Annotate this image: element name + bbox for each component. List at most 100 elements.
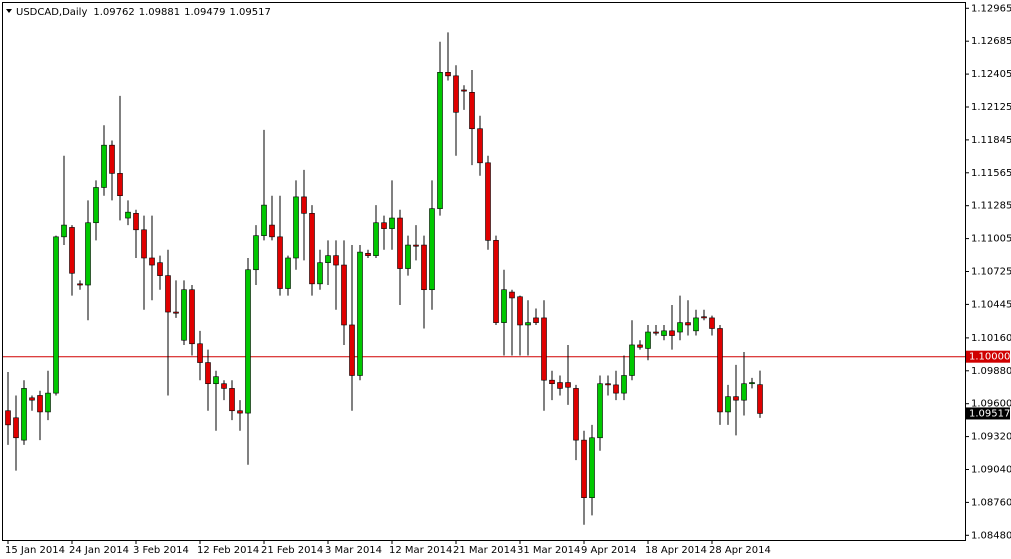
candle-body bbox=[757, 384, 763, 414]
candle-body bbox=[5, 410, 11, 426]
candle-body bbox=[149, 257, 155, 266]
level-label-box bbox=[966, 350, 1010, 363]
candle-body bbox=[85, 222, 91, 286]
candle-body bbox=[325, 255, 331, 263]
candle-body bbox=[541, 317, 547, 381]
y-tick-label: 1.11005 bbox=[971, 234, 1011, 245]
y-tick-label: 1.09880 bbox=[971, 366, 1011, 377]
candle-body bbox=[477, 128, 483, 164]
candle-body bbox=[533, 317, 539, 323]
candle-body bbox=[29, 397, 35, 401]
candle-body bbox=[693, 317, 699, 332]
candle-body bbox=[645, 331, 651, 349]
candle-body bbox=[317, 262, 323, 285]
candle-body bbox=[725, 396, 731, 413]
candle-body bbox=[245, 269, 251, 414]
candle-body bbox=[677, 322, 683, 333]
price-label-box bbox=[966, 407, 1010, 420]
candle-body bbox=[157, 262, 163, 276]
level-label: 1.10000 bbox=[969, 352, 1010, 363]
x-tick-label: 18 Apr 2014 bbox=[645, 545, 707, 556]
candle-body bbox=[253, 235, 259, 271]
candle-body bbox=[117, 173, 123, 197]
candle-body bbox=[69, 227, 75, 274]
chart-title: USDCAD,Daily bbox=[16, 7, 87, 18]
candle-body bbox=[237, 410, 243, 414]
candle-body bbox=[37, 395, 43, 413]
menu-arrow[interactable] bbox=[6, 9, 12, 13]
y-tick-label: 1.09320 bbox=[971, 432, 1011, 443]
candle-body bbox=[493, 240, 499, 323]
candle-body bbox=[597, 383, 603, 439]
candle-body bbox=[53, 236, 59, 394]
candle-body bbox=[285, 257, 291, 289]
candle-body bbox=[661, 330, 667, 336]
candle-body bbox=[357, 251, 363, 376]
y-tick-label: 1.11845 bbox=[971, 135, 1011, 146]
candle-body bbox=[669, 330, 675, 336]
x-tick-label: 24 Jan 2014 bbox=[69, 545, 129, 556]
candle-body bbox=[381, 222, 387, 229]
x-tick-label: 3 Mar 2014 bbox=[325, 545, 382, 556]
candle-body bbox=[733, 396, 739, 401]
candle-body bbox=[709, 317, 715, 329]
candle-body bbox=[613, 384, 619, 394]
candle-body bbox=[13, 417, 19, 439]
y-tick-label: 1.12965 bbox=[971, 3, 1011, 14]
candle-body bbox=[549, 379, 555, 385]
candle-body bbox=[653, 331, 659, 334]
x-tick-label: 12 Feb 2014 bbox=[197, 545, 259, 556]
candle-body bbox=[309, 213, 315, 285]
x-tick-label: 12 Mar 2014 bbox=[389, 545, 452, 556]
candle-body bbox=[453, 75, 459, 113]
candle-body bbox=[629, 344, 635, 376]
x-tick-label: 9 Apr 2014 bbox=[581, 545, 636, 556]
candle-body bbox=[277, 236, 283, 289]
candle-body bbox=[125, 211, 131, 219]
candle-body bbox=[405, 244, 411, 269]
candle-body bbox=[437, 72, 443, 209]
candle-body bbox=[413, 244, 419, 247]
candle-body bbox=[173, 311, 179, 314]
x-tick-label: 28 Apr 2014 bbox=[709, 545, 771, 556]
candle-body bbox=[229, 388, 235, 412]
x-tick-label: 15 Jan 2014 bbox=[5, 545, 65, 556]
y-tick-label: 1.10725 bbox=[971, 267, 1011, 278]
candle-body bbox=[605, 383, 611, 386]
candle-body bbox=[165, 275, 171, 313]
x-tick-label: 21 Feb 2014 bbox=[261, 545, 323, 556]
high-value: 1.09881 bbox=[139, 7, 180, 18]
candle-body bbox=[61, 224, 67, 238]
candle-body bbox=[509, 291, 515, 299]
y-tick-label: 1.09040 bbox=[971, 464, 1011, 475]
candle-body bbox=[621, 375, 627, 394]
candle-body bbox=[197, 343, 203, 363]
candle-body bbox=[573, 388, 579, 441]
y-tick-label: 1.08480 bbox=[971, 530, 1011, 541]
y-tick-label: 1.08760 bbox=[971, 497, 1011, 508]
x-tick-label: 31 Mar 2014 bbox=[517, 545, 580, 556]
y-tick-label: 1.10160 bbox=[971, 333, 1011, 344]
y-tick-label: 1.12125 bbox=[971, 102, 1011, 113]
y-tick-label: 1.12685 bbox=[971, 36, 1011, 47]
candle-body bbox=[685, 322, 691, 326]
candle-body bbox=[213, 376, 219, 385]
candle-body bbox=[469, 92, 475, 130]
x-tick-label: 3 Feb 2014 bbox=[133, 545, 189, 556]
close-value: 1.09517 bbox=[229, 7, 270, 18]
y-tick-label: 1.12405 bbox=[971, 69, 1011, 80]
y-tick-label: 1.11285 bbox=[971, 201, 1011, 212]
candle-body bbox=[421, 244, 427, 291]
candle-body bbox=[189, 289, 195, 345]
y-tick-label: 1.09600 bbox=[971, 399, 1011, 410]
candle-body bbox=[397, 217, 403, 269]
candle-body bbox=[565, 382, 571, 388]
candle-body bbox=[349, 324, 355, 376]
candle-body bbox=[341, 264, 347, 326]
low-value: 1.09479 bbox=[184, 7, 225, 18]
candle-body bbox=[45, 392, 51, 413]
candle-body bbox=[389, 217, 395, 229]
candle-body bbox=[637, 344, 643, 348]
candle-body bbox=[461, 89, 467, 92]
